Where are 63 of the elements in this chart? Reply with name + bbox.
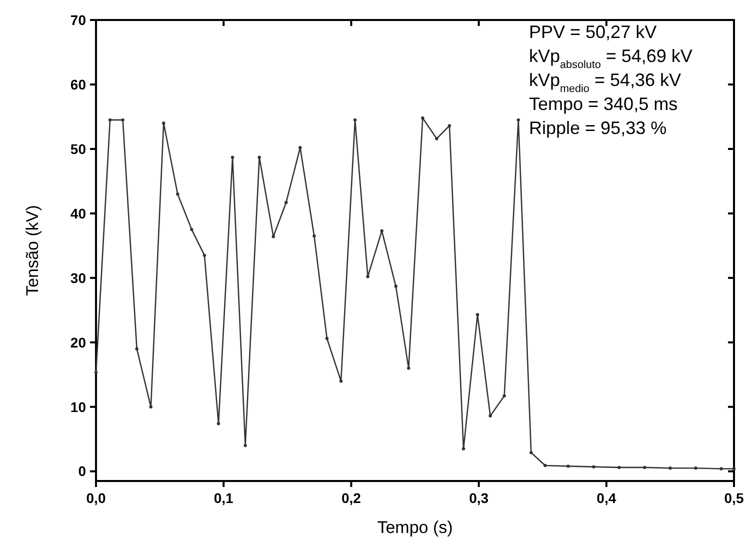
point bbox=[298, 146, 302, 150]
point bbox=[258, 156, 261, 159]
point bbox=[325, 336, 329, 340]
x-axis-title: Tempo (s) bbox=[377, 518, 453, 537]
point bbox=[720, 467, 723, 470]
point bbox=[216, 422, 220, 426]
point bbox=[230, 156, 234, 159]
x-tick-label: 0,1 bbox=[214, 490, 234, 506]
point bbox=[462, 447, 466, 450]
point bbox=[592, 465, 596, 468]
y-tick-label: 20 bbox=[70, 334, 86, 350]
y-tick-label: 30 bbox=[70, 270, 86, 286]
y-tick-label: 70 bbox=[70, 12, 86, 28]
point bbox=[516, 118, 520, 122]
point bbox=[135, 347, 138, 350]
point bbox=[272, 235, 275, 238]
point bbox=[94, 371, 98, 374]
point bbox=[407, 366, 410, 370]
y-tick-label: 40 bbox=[70, 205, 86, 222]
point bbox=[202, 254, 206, 257]
point bbox=[476, 313, 480, 316]
point bbox=[502, 394, 506, 398]
annotation: kVp$_{absoluto}$ = 54,69 kV bbox=[529, 46, 692, 71]
point bbox=[668, 466, 672, 470]
point bbox=[618, 466, 621, 470]
annotation: kVp$_{medio}$ = 54,36 kV bbox=[529, 70, 682, 95]
y-axis-title: Tensão (kV) bbox=[23, 205, 42, 296]
point bbox=[394, 284, 398, 288]
annotation: PPV = 50,27 kV bbox=[529, 22, 657, 42]
annotation: Tempo = 340,5 ms bbox=[529, 94, 678, 114]
point bbox=[244, 444, 247, 448]
y-tick-label: 60 bbox=[70, 76, 86, 92]
point bbox=[732, 467, 736, 470]
point bbox=[339, 379, 343, 383]
x-tick-label: 0,2 bbox=[341, 490, 362, 506]
point bbox=[284, 200, 288, 204]
point bbox=[162, 122, 166, 125]
point bbox=[566, 464, 570, 468]
x-tick-label: 0,5 bbox=[724, 490, 744, 506]
y-tick-label: 10 bbox=[70, 398, 86, 415]
x-tick-label: 0,4 bbox=[596, 490, 616, 506]
point bbox=[544, 464, 547, 468]
point bbox=[121, 118, 124, 122]
point bbox=[694, 466, 698, 470]
point bbox=[435, 137, 438, 140]
point bbox=[448, 124, 452, 128]
point bbox=[488, 414, 492, 418]
point bbox=[380, 229, 384, 232]
y-tick-label: 0 bbox=[78, 463, 86, 480]
point bbox=[149, 405, 152, 408]
point bbox=[643, 466, 646, 470]
y-tick-label: 50 bbox=[70, 140, 86, 157]
x-tick-label: 0,3 bbox=[469, 490, 489, 506]
annotation: Ripple = 95,33 % bbox=[529, 118, 667, 138]
point bbox=[353, 118, 357, 122]
point bbox=[190, 228, 194, 232]
point bbox=[366, 275, 370, 278]
point bbox=[176, 192, 180, 196]
point bbox=[108, 118, 112, 122]
point bbox=[530, 451, 533, 454]
point bbox=[312, 234, 316, 238]
point bbox=[421, 116, 424, 120]
x-tick-label: 0,0 bbox=[86, 490, 106, 506]
